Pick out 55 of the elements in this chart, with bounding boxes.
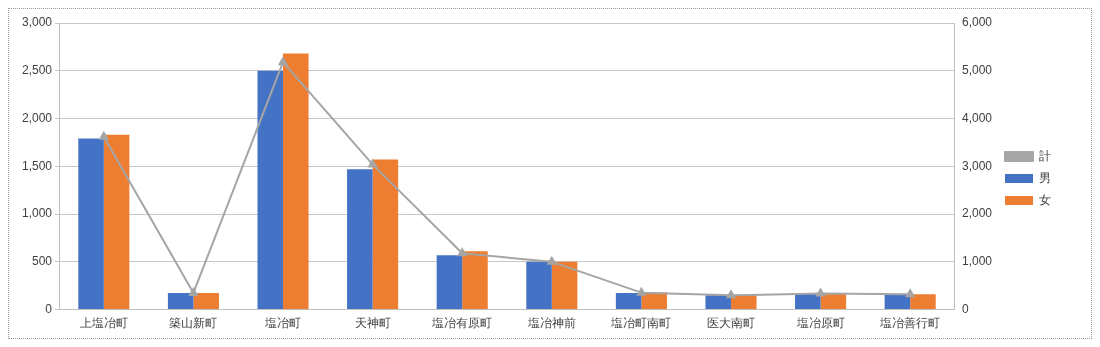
- bar: [730, 295, 757, 310]
- bar: [372, 159, 399, 310]
- x-tick-label: 塩冶神前: [526, 315, 576, 330]
- legend-label: 男: [1039, 170, 1051, 185]
- y2-tick-label: 2,000: [961, 206, 993, 221]
- point: [188, 287, 198, 296]
- x-tick-label: 築山新町: [169, 315, 218, 330]
- point: [368, 159, 378, 168]
- x-tick-label: 塩冶善行町: [879, 315, 941, 330]
- y-tick-label: 500: [32, 254, 53, 269]
- x-tick-label: 塩冶町南町: [610, 315, 672, 330]
- bar: [283, 53, 309, 310]
- bar: [884, 294, 911, 310]
- bar: [103, 134, 130, 310]
- bar: [78, 138, 104, 310]
- bar: [193, 292, 219, 310]
- bar: [705, 295, 731, 310]
- point: [278, 57, 288, 66]
- y-tick-label: 2,000: [22, 110, 53, 125]
- y-tick-label: 0: [45, 301, 53, 316]
- bar: [910, 294, 936, 310]
- point: [905, 289, 915, 298]
- bar: [526, 261, 552, 310]
- point: [636, 287, 646, 296]
- bar: [167, 292, 194, 310]
- point: [816, 288, 826, 297]
- y-tick-label: 3,000: [22, 15, 53, 30]
- point: [726, 290, 736, 299]
- x-tick-label: 天神町: [354, 315, 391, 330]
- bar: [551, 261, 578, 310]
- bar: [347, 169, 373, 310]
- bar: [615, 292, 642, 310]
- bar: [462, 251, 488, 310]
- bar: [257, 70, 284, 310]
- y-tick-label: 2,500: [22, 63, 53, 78]
- point: [99, 131, 109, 140]
- bar: [795, 293, 821, 310]
- y-tick-label: 1,500: [22, 158, 53, 173]
- legend-label: 計: [1039, 148, 1051, 163]
- legend-label: 女: [1039, 192, 1051, 207]
- x-tick-label: 塩冶有原町: [431, 315, 493, 330]
- bar: [436, 255, 463, 310]
- y2-tick-label: 3,000: [961, 158, 993, 173]
- x-tick-label: 上塩冶町: [79, 315, 128, 330]
- x-tick-label: 塩冶町: [264, 315, 302, 330]
- y-tick-label: 1,000: [22, 206, 53, 221]
- x-tick-label: 医大南町: [706, 315, 755, 330]
- y2-tick-label: 0: [961, 301, 969, 316]
- y2-tick-label: 1,000: [961, 254, 993, 269]
- y2-tick-label: 6,000: [961, 15, 993, 30]
- y2-tick-label: 5,000: [961, 63, 993, 78]
- x-tick-label: 塩冶原町: [795, 315, 845, 330]
- point: [547, 256, 557, 265]
- y2-tick-label: 4,000: [961, 110, 993, 125]
- point: [457, 248, 467, 257]
